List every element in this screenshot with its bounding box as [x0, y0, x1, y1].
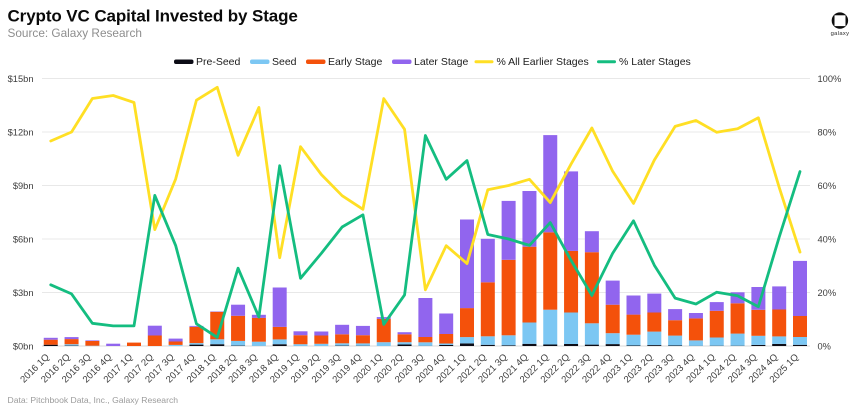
svg-text:100%: 100% [818, 74, 842, 84]
svg-text:20%: 20% [818, 288, 837, 298]
svg-text:Early Stage: Early Stage [328, 56, 382, 68]
svg-text:galaxy: galaxy [831, 31, 850, 37]
svg-text:$6bn: $6bn [13, 234, 34, 244]
svg-text:Data: Pitchbook Data, Inc., Ga: Data: Pitchbook Data, Inc., Galaxy Resea… [8, 395, 179, 405]
svg-text:40%: 40% [818, 234, 837, 244]
svg-text:% All Earlier Stages: % All Earlier Stages [497, 56, 589, 68]
svg-text:$15bn: $15bn [8, 74, 34, 84]
svg-text:80%: 80% [818, 127, 837, 137]
svg-text:Source: Galaxy Research: Source: Galaxy Research [8, 26, 142, 40]
svg-text:$3bn: $3bn [13, 288, 34, 298]
svg-text:% Later Stages: % Later Stages [619, 56, 691, 68]
svg-text:Seed: Seed [272, 56, 297, 68]
svg-text:60%: 60% [818, 181, 837, 191]
svg-text:$12bn: $12bn [8, 127, 34, 137]
svg-text:0%: 0% [818, 341, 831, 351]
svg-text:Later Stage: Later Stage [414, 56, 468, 68]
svg-text:Crypto VC Capital Invested by: Crypto VC Capital Invested by Stage [8, 7, 298, 26]
svg-text:Pre-Seed: Pre-Seed [196, 56, 241, 68]
svg-text:$9bn: $9bn [13, 181, 34, 191]
svg-text:$0bn: $0bn [13, 341, 34, 351]
